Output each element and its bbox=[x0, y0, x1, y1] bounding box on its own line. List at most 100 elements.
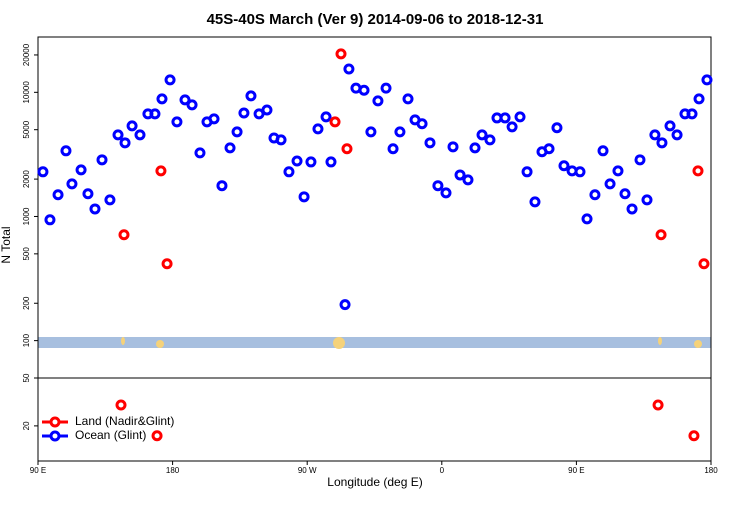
data-point bbox=[424, 137, 436, 149]
land-shape bbox=[121, 337, 125, 345]
data-point bbox=[339, 299, 351, 311]
data-point bbox=[156, 93, 168, 105]
data-point bbox=[253, 108, 265, 120]
data-point bbox=[693, 93, 705, 105]
data-point bbox=[82, 188, 94, 200]
y-tick-label: 1000 bbox=[22, 207, 31, 225]
data-point bbox=[343, 63, 355, 75]
data-point bbox=[161, 258, 173, 270]
y-tick-label: 200 bbox=[22, 296, 31, 310]
data-point bbox=[155, 165, 167, 177]
data-point bbox=[312, 123, 324, 135]
y-tick-label: 5000 bbox=[22, 120, 31, 138]
data-point bbox=[604, 178, 616, 190]
data-point bbox=[60, 145, 72, 157]
data-point bbox=[574, 166, 586, 178]
land-shape bbox=[333, 337, 345, 349]
legend-label: Land (Nadir&Glint) bbox=[75, 414, 174, 428]
x-tick-label: 90 E bbox=[30, 466, 46, 475]
legend-label: Ocean (Glint) bbox=[75, 428, 146, 442]
data-point bbox=[454, 169, 466, 181]
land-shape bbox=[156, 340, 164, 348]
data-point bbox=[656, 137, 668, 149]
data-point bbox=[335, 48, 347, 60]
data-point bbox=[688, 430, 700, 442]
data-point bbox=[499, 112, 511, 124]
y-tick-label: 2000 bbox=[22, 170, 31, 188]
x-tick-label: 90 W bbox=[298, 466, 317, 475]
data-point bbox=[134, 129, 146, 141]
data-point bbox=[514, 111, 526, 123]
data-point bbox=[462, 174, 474, 186]
data-point bbox=[664, 120, 676, 132]
data-point bbox=[37, 166, 49, 178]
data-point bbox=[469, 142, 481, 154]
data-point bbox=[208, 113, 220, 125]
data-point bbox=[44, 214, 56, 226]
x-tick-label: 90 E bbox=[568, 466, 584, 475]
data-point bbox=[291, 155, 303, 167]
data-point bbox=[686, 108, 698, 120]
data-point bbox=[75, 164, 87, 176]
data-point bbox=[329, 116, 341, 128]
data-point bbox=[179, 94, 191, 106]
data-point bbox=[261, 104, 273, 116]
data-point bbox=[558, 160, 570, 172]
legend-marker bbox=[49, 416, 61, 428]
data-point bbox=[112, 129, 124, 141]
data-point bbox=[655, 229, 667, 241]
data-point bbox=[597, 145, 609, 157]
data-point bbox=[543, 143, 555, 155]
data-point bbox=[634, 154, 646, 166]
map-strip bbox=[38, 337, 711, 348]
data-point bbox=[96, 154, 108, 166]
data-point bbox=[476, 129, 488, 141]
data-point bbox=[66, 178, 78, 190]
data-point bbox=[589, 189, 601, 201]
data-point bbox=[52, 189, 64, 201]
data-point bbox=[626, 203, 638, 215]
data-point bbox=[692, 165, 704, 177]
legend-marker bbox=[49, 430, 61, 442]
data-point bbox=[118, 229, 130, 241]
data-point bbox=[238, 107, 250, 119]
data-point bbox=[671, 129, 683, 141]
data-point bbox=[380, 82, 392, 94]
data-point bbox=[126, 120, 138, 132]
y-tick-label: 50 bbox=[22, 373, 31, 382]
data-point bbox=[194, 147, 206, 159]
data-point bbox=[416, 118, 428, 130]
data-point bbox=[698, 258, 710, 270]
x-tick-label: 0 bbox=[440, 466, 445, 475]
data-point bbox=[341, 143, 353, 155]
y-tick-label: 500 bbox=[22, 247, 31, 261]
data-point bbox=[151, 430, 163, 442]
data-point bbox=[521, 166, 533, 178]
data-point bbox=[298, 191, 310, 203]
data-point bbox=[619, 188, 631, 200]
land-shape bbox=[658, 337, 662, 345]
data-point bbox=[649, 129, 661, 141]
data-point bbox=[305, 156, 317, 168]
data-point bbox=[372, 95, 384, 107]
data-point bbox=[641, 194, 653, 206]
y-tick-label: 100 bbox=[22, 333, 31, 347]
data-point bbox=[149, 108, 161, 120]
data-point bbox=[701, 74, 713, 86]
data-point bbox=[245, 90, 257, 102]
data-point bbox=[115, 399, 127, 411]
data-point bbox=[186, 99, 198, 111]
data-point bbox=[432, 180, 444, 192]
chart-title: 45S-40S March (Ver 9) 2014-09-06 to 2018… bbox=[207, 11, 544, 28]
data-point bbox=[283, 166, 295, 178]
land-shapes bbox=[121, 337, 702, 349]
data-point bbox=[387, 143, 399, 155]
data-point bbox=[551, 122, 563, 134]
data-point bbox=[402, 93, 414, 105]
data-point bbox=[447, 141, 459, 153]
data-point bbox=[612, 165, 624, 177]
data-point bbox=[652, 399, 664, 411]
data-point bbox=[358, 84, 370, 96]
data-point bbox=[440, 187, 452, 199]
y-tick-label: 20 bbox=[22, 421, 31, 430]
